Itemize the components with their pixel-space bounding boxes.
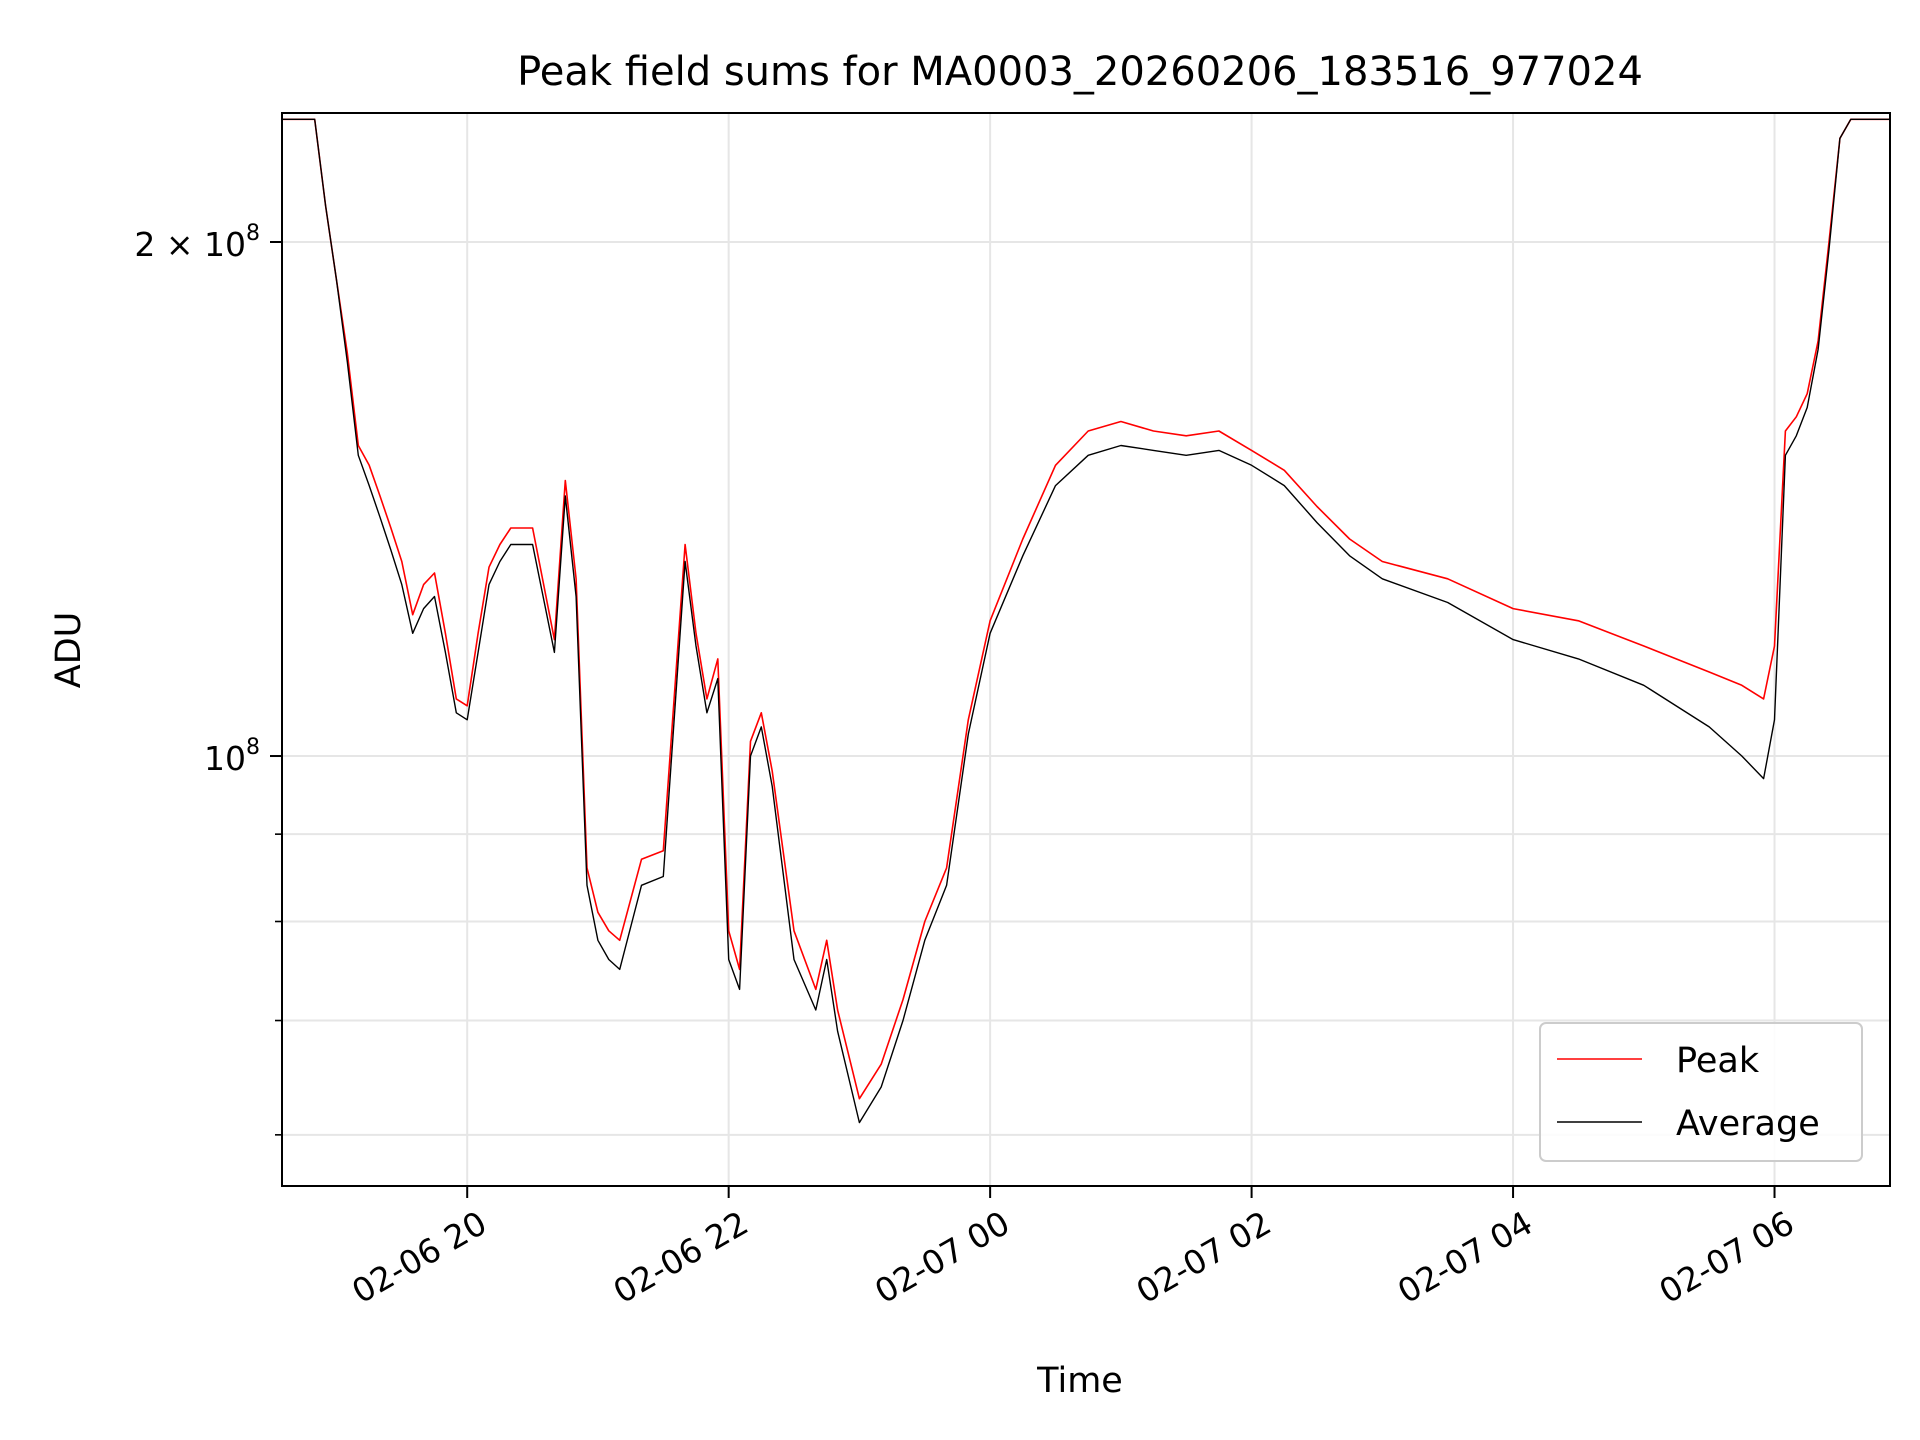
legend-label-average: Average — [1676, 1104, 1820, 1144]
y-axis-ticks: 108 2 × 108 — [134, 221, 282, 1136]
legend: Peak Average — [1539, 1022, 1863, 1162]
grid-lines — [282, 113, 1890, 1186]
y-axis-label: ADU — [49, 612, 89, 689]
y-tick-label: 108 — [204, 735, 260, 778]
legend-box — [1539, 1022, 1863, 1162]
y-tick-label: 2 × 108 — [134, 221, 260, 264]
chart-title: Peak field sums for MA0003_20260206_1835… — [517, 49, 1643, 95]
series-layer — [282, 118, 1890, 1124]
series-line-average — [282, 118, 1890, 1124]
x-axis-label: Time — [1036, 1361, 1123, 1401]
legend-label-peak: Peak — [1676, 1041, 1760, 1081]
series-line-peak — [282, 118, 1890, 1100]
axes-frame — [281, 112, 1891, 1187]
